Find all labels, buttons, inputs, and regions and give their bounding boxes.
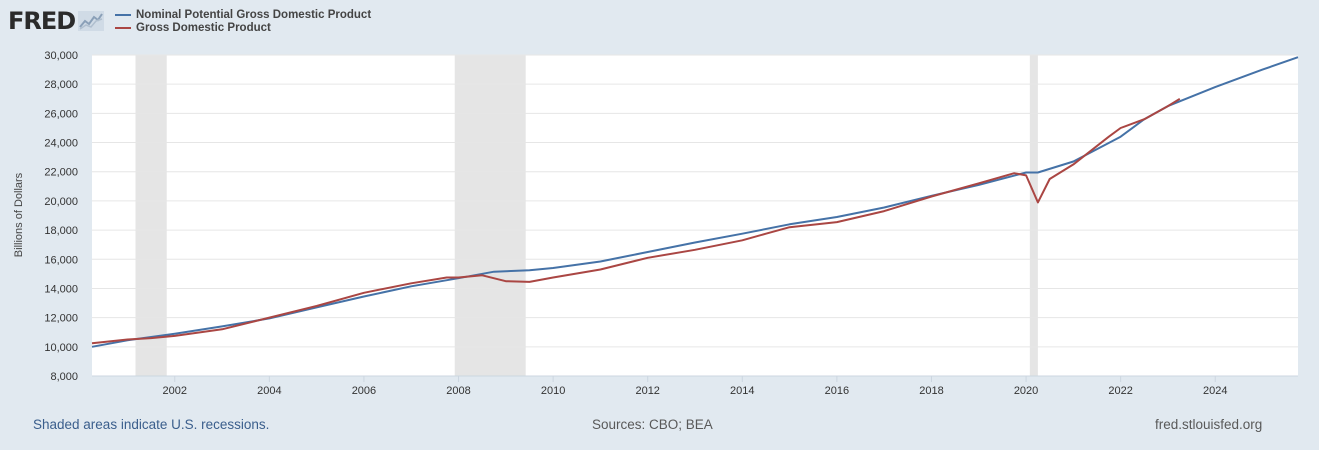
series-line-gdp[interactable]: [91, 97, 1181, 345]
x-tick-label: 2002: [163, 385, 187, 397]
y-tick-label: 28,000: [44, 79, 78, 91]
y-tick-label: 26,000: [44, 108, 78, 120]
line-chart: 8,000 10,000 12,000 14,000 16,000 18,000 20,00…: [13, 50, 1299, 397]
y-tick-label: 22,000: [44, 167, 78, 179]
x-tick-label: 2008: [446, 385, 470, 397]
x-tick-label: 2018: [919, 385, 943, 397]
legend-label: Nominal Potential Gross Domestic Product: [136, 8, 372, 21]
y-tick-label: 30,000: [44, 50, 78, 62]
y-tick-label: 12,000: [44, 313, 78, 325]
plot-area: [92, 55, 1298, 376]
legend-swatch: [115, 26, 131, 29]
x-tick-label: 2022: [1108, 385, 1132, 397]
x-tick-label: 2004: [257, 385, 281, 397]
site-link[interactable]: fred.stlouisfed.org: [1155, 417, 1263, 432]
fred-logo[interactable]: FRED: [8, 7, 105, 35]
y-tick-label: 8,000: [50, 371, 78, 383]
recession-note[interactable]: Shaded areas indicate U.S. recessions.: [33, 417, 270, 432]
y-tick-label: 24,000: [44, 138, 78, 150]
y-tick-label: 10,000: [44, 342, 78, 354]
chart-legend: Nominal Potential Gross Domestic Product…: [115, 8, 371, 34]
recession-shading: [135, 55, 1038, 376]
y-tick-label: 18,000: [44, 225, 78, 237]
recession-band: [135, 55, 167, 376]
y-tick-label: 20,000: [44, 196, 78, 208]
legend-swatch: [115, 13, 131, 16]
sources-text[interactable]: Sources: CBO; BEA: [592, 417, 713, 432]
x-tick-label: 2006: [352, 385, 376, 397]
y-axis: 8,000 10,000 12,000 14,000 16,000 18,000 20,00…: [44, 50, 78, 383]
y-tick-label: 14,000: [44, 283, 78, 295]
legend-item-gdp[interactable]: Gross Domestic Product: [115, 21, 371, 34]
x-tick-label: 2020: [1014, 385, 1038, 397]
y-tick-label: 16,000: [44, 254, 78, 266]
y-axis-label: Billions of Dollars: [13, 172, 25, 257]
x-tick-label: 2016: [825, 385, 849, 397]
recession-band: [454, 55, 526, 376]
series-line-potential-gdp[interactable]: [91, 56, 1299, 348]
series-lines: [91, 56, 1299, 348]
line-chart-icon: [78, 11, 105, 31]
x-tick-label: 2024: [1203, 385, 1227, 397]
legend-label: Gross Domestic Product: [136, 21, 271, 34]
recession-band: [1029, 55, 1038, 376]
x-tick-label: 2014: [730, 385, 754, 397]
x-tick-label: 2012: [635, 385, 659, 397]
logo-text: FRED: [8, 7, 76, 35]
legend-item-potential-gdp[interactable]: Nominal Potential Gross Domestic Product: [115, 8, 371, 21]
x-axis: 2002 2004 2006 2008 2010 2012 2014 2016 2018 2020…: [92, 375, 1298, 397]
x-tick-label: 2010: [541, 385, 565, 397]
